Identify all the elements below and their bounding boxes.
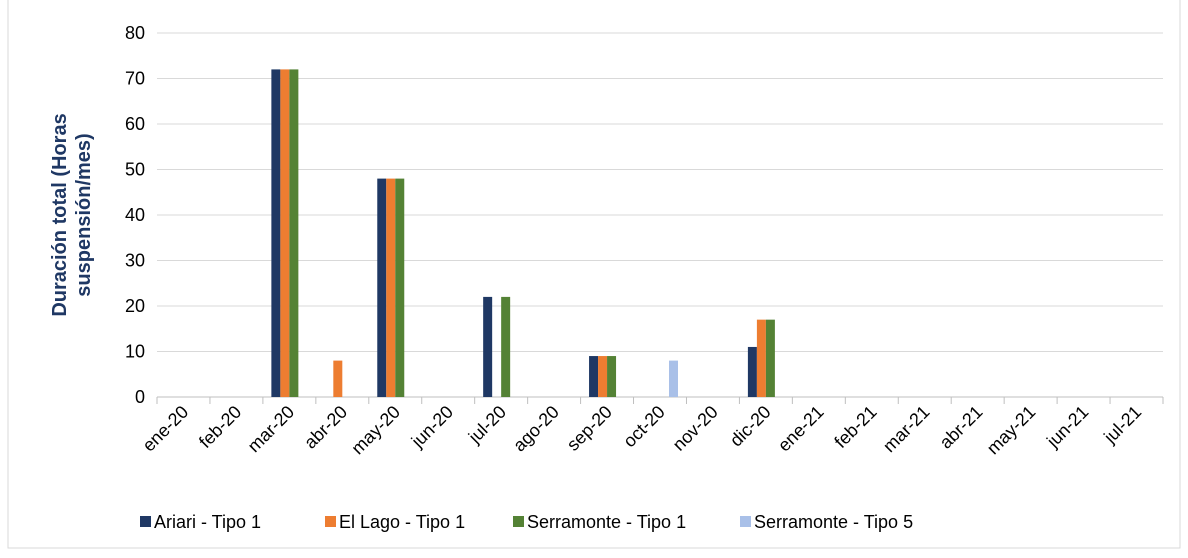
bar — [333, 360, 343, 397]
chart-frame — [7, 0, 1181, 549]
bar — [271, 69, 281, 398]
x-tick-label: ene-20 — [139, 402, 193, 456]
x-tick-label: nov-20 — [669, 402, 722, 455]
x-tick-label: may-20 — [348, 402, 405, 459]
x-tick-label: feb-21 — [830, 402, 880, 452]
x-tick-label: sep-20 — [563, 402, 616, 455]
y-tick-label: 70 — [125, 69, 145, 89]
bar — [377, 178, 387, 397]
legend-label: Serramonte - Tipo 5 — [754, 512, 913, 532]
legend-swatch — [325, 516, 336, 527]
y-tick-label: 0 — [135, 387, 145, 407]
legend-swatch — [740, 516, 751, 527]
bar — [289, 69, 299, 398]
bar — [607, 356, 617, 397]
y-tick-label: 40 — [125, 205, 145, 225]
x-tick-label: abr-20 — [300, 402, 351, 453]
x-tick-label: mar-20 — [244, 402, 298, 456]
x-tick-label: jul-21 — [1099, 402, 1145, 448]
y-axis-title-line: suspensión/mes) — [73, 133, 95, 296]
bar — [589, 356, 599, 397]
y-tick-label: 20 — [125, 296, 145, 316]
bar — [756, 319, 766, 397]
x-tick-label: dic-20 — [726, 402, 775, 451]
x-tick-label: may-21 — [983, 402, 1040, 459]
x-tick-label: jun-21 — [1042, 402, 1092, 452]
bar — [501, 296, 511, 397]
bar — [598, 356, 608, 397]
bar — [395, 178, 405, 397]
legend-label: El Lago - Tipo 1 — [339, 512, 465, 532]
legend-swatch — [140, 516, 151, 527]
bar — [765, 319, 775, 397]
bar — [669, 360, 678, 397]
y-tick-label: 60 — [125, 114, 145, 134]
y-axis-title-line: Duración total (Horas — [49, 113, 71, 316]
bar — [747, 346, 757, 397]
x-tick-label: abr-21 — [936, 402, 987, 453]
bar — [483, 296, 493, 397]
x-tick-label: jun-20 — [407, 402, 457, 452]
y-tick-label: 50 — [125, 160, 145, 180]
x-tick-label: jul-20 — [464, 402, 510, 448]
bar — [386, 178, 396, 397]
x-tick-label: mar-21 — [879, 402, 933, 456]
bar — [280, 69, 290, 398]
legend-label: Serramonte - Tipo 1 — [527, 512, 686, 532]
x-tick-label: oct-20 — [619, 402, 669, 452]
y-axis-title: Duración total (Horas suspensión/mes) — [49, 113, 95, 316]
y-tick-label: 80 — [125, 23, 145, 43]
x-tick-label: ago-20 — [509, 402, 563, 456]
legend-swatch — [513, 516, 524, 527]
x-tick-label: feb-20 — [195, 402, 245, 452]
x-tick-label: ene-21 — [774, 402, 828, 456]
y-tick-label: 30 — [125, 251, 145, 271]
legend-label: Ariari - Tipo 1 — [154, 512, 261, 532]
y-tick-label: 10 — [125, 342, 145, 362]
